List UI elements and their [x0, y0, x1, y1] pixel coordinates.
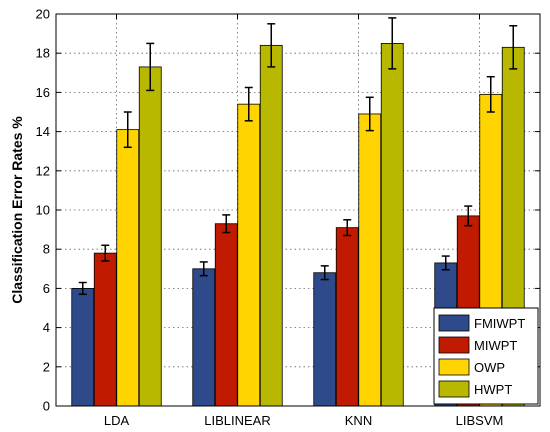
- legend-label-hwpt: HWPT: [474, 382, 512, 397]
- bar-fmiwpt-knn: [313, 272, 337, 407]
- bar-owp-lda: [116, 129, 140, 407]
- x-tick-label: LIBSVM: [456, 413, 504, 428]
- y-tick-label: 4: [43, 320, 50, 335]
- y-tick-label: 14: [36, 124, 50, 139]
- legend-label-fmiwpt: FMIWPT: [474, 316, 525, 331]
- x-tick-label: KNN: [345, 413, 372, 428]
- y-axis-label: Classification Error Rates %: [9, 116, 25, 304]
- y-tick-label: 8: [43, 242, 50, 257]
- bar-owp-liblinear: [237, 103, 261, 407]
- legend-swatch-fmiwpt: [438, 314, 470, 332]
- bar-fmiwpt-liblinear: [192, 268, 216, 407]
- bar-miwpt-lda: [93, 252, 117, 407]
- bar-hwpt-lda: [138, 66, 162, 407]
- x-axis-ticks: LDA LIBLINEAR KNN LIBSVM: [104, 14, 503, 428]
- bar-hwpt-knn: [380, 43, 404, 407]
- legend-label-miwpt: MIWPT: [474, 338, 517, 353]
- bar-fmiwpt-lda: [71, 287, 95, 407]
- legend-swatch-hwpt: [438, 380, 470, 398]
- x-tick-label: LDA: [104, 413, 130, 428]
- y-tick-label: 0: [43, 399, 50, 414]
- bar-hwpt-liblinear: [259, 44, 283, 407]
- y-tick-label: 18: [36, 46, 50, 61]
- legend-label-owp: OWP: [474, 360, 505, 375]
- bar-miwpt-knn: [335, 227, 359, 407]
- y-tick-label: 6: [43, 281, 50, 296]
- error-bars: [78, 17, 518, 296]
- y-axis-ticks: 0 2 4 6 8 10 12 14 16 18 20: [36, 7, 540, 414]
- legend-swatch-owp: [438, 358, 470, 376]
- bar-owp-knn: [358, 113, 382, 407]
- bar-miwpt-liblinear: [214, 223, 238, 407]
- legend: FMIWPT MIWPT OWP HWPT: [433, 307, 539, 405]
- bars: [71, 43, 525, 407]
- y-tick-label: 2: [43, 359, 50, 374]
- y-tick-label: 20: [36, 7, 50, 22]
- y-tick-label: 10: [36, 203, 50, 218]
- y-tick-label: 16: [36, 85, 50, 100]
- x-tick-label: LIBLINEAR: [204, 413, 270, 428]
- y-tick-label: 12: [36, 163, 50, 178]
- legend-swatch-miwpt: [438, 336, 470, 354]
